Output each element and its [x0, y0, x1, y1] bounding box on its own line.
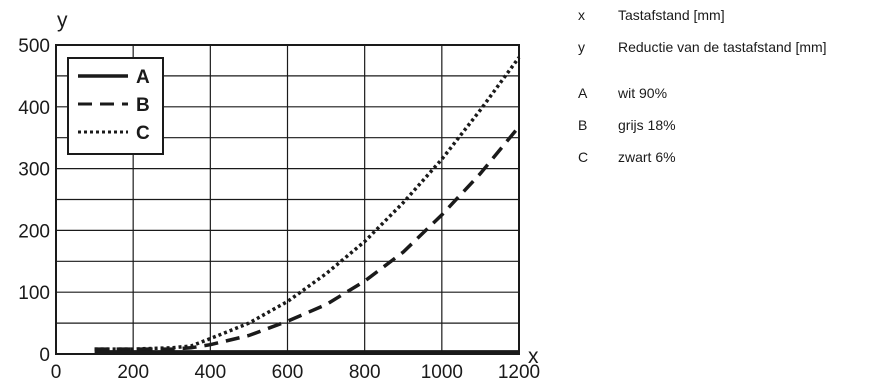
key-text: wit 90% — [618, 85, 668, 101]
key-text: zwart 6% — [618, 149, 676, 165]
y-tick-label: 400 — [18, 98, 50, 119]
y-tick-label: 200 — [18, 221, 50, 242]
x-tick-label: 600 — [272, 362, 304, 380]
legend-label-b: B — [136, 95, 150, 116]
x-tick-label: 200 — [117, 362, 149, 380]
x-tick-label: 1200 — [498, 362, 540, 380]
x-tick-label: 800 — [349, 362, 381, 380]
key-symbol: x — [578, 7, 585, 23]
x-tick-label: 1000 — [421, 362, 463, 380]
y-tick-label: 100 — [18, 283, 50, 304]
x-axis-label: x — [528, 345, 539, 368]
legend-box — [67, 57, 164, 155]
key-symbol: B — [578, 117, 588, 133]
series-layer — [94, 56, 521, 355]
legend-label-a: A — [136, 67, 150, 88]
key-text: Tastafstand [mm] — [618, 7, 725, 23]
legend: ABC — [67, 57, 164, 155]
y-axis-label: y — [57, 9, 68, 32]
legend-label-c: C — [136, 123, 150, 144]
key-symbol: y — [578, 39, 585, 55]
x-tick-label: 0 — [51, 362, 62, 380]
key-text: grijs 18% — [618, 117, 676, 133]
plot-frame — [55, 44, 520, 355]
y-tick-label: 0 — [39, 345, 50, 366]
x-tick-label: 400 — [194, 362, 226, 380]
key-symbol: A — [578, 85, 588, 101]
tick-labels: 0 200 400 600 800 1000 1200 0 100 200 300 400 500 — [18, 36, 540, 380]
series-line-b — [94, 125, 521, 351]
y-tick-label: 500 — [18, 36, 50, 57]
key-symbol: C — [578, 149, 589, 165]
key-text: Reductie van de tastafstand [mm] — [618, 39, 827, 55]
y-tick-label: 300 — [18, 160, 50, 181]
